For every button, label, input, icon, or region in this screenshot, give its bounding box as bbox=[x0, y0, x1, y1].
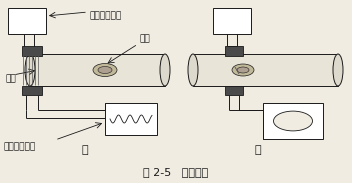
Bar bbox=[263, 103, 323, 139]
Text: 超声波发生器: 超声波发生器 bbox=[90, 11, 122, 20]
Ellipse shape bbox=[98, 66, 112, 74]
Bar bbox=[225, 86, 243, 95]
Ellipse shape bbox=[232, 64, 254, 76]
Ellipse shape bbox=[333, 54, 343, 86]
Text: 乙: 乙 bbox=[255, 145, 261, 155]
Text: 超声波接收器: 超声波接收器 bbox=[4, 142, 36, 151]
Ellipse shape bbox=[274, 111, 313, 131]
Bar bbox=[225, 46, 243, 56]
Bar bbox=[213, 8, 251, 34]
Bar bbox=[8, 8, 46, 34]
Ellipse shape bbox=[237, 67, 249, 73]
Text: 甲: 甲 bbox=[82, 145, 88, 155]
Bar bbox=[193, 54, 338, 86]
Bar bbox=[105, 103, 157, 135]
Ellipse shape bbox=[160, 54, 170, 86]
Ellipse shape bbox=[188, 54, 198, 86]
Text: 图 2-5   超声探伤: 图 2-5 超声探伤 bbox=[143, 167, 209, 177]
Ellipse shape bbox=[93, 64, 117, 76]
Ellipse shape bbox=[25, 54, 35, 86]
Text: 样品: 样品 bbox=[5, 74, 16, 83]
Bar bbox=[22, 86, 42, 95]
Bar bbox=[22, 46, 42, 56]
Bar bbox=[30, 54, 165, 86]
Text: 缺陷: 缺陷 bbox=[139, 34, 150, 43]
